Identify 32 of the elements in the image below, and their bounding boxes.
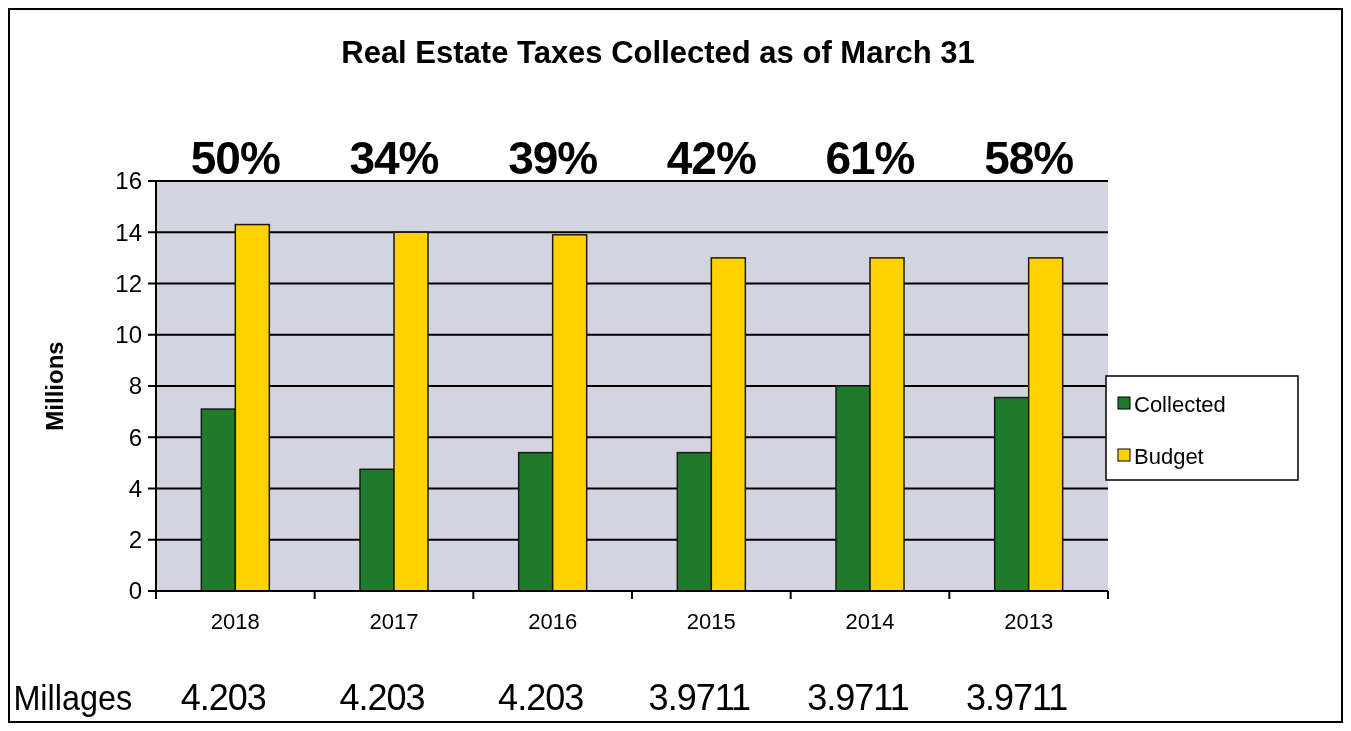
- x-tick-label: 2018: [210, 609, 260, 634]
- annotation: 61%: [825, 132, 915, 184]
- annotation: 50%: [190, 132, 280, 184]
- text: 4.203: [498, 677, 584, 718]
- y-tick-label: 2: [128, 526, 142, 554]
- y-tick-label: 16: [115, 167, 142, 195]
- annotation: 58%: [984, 132, 1074, 184]
- x-tick-label: 2013: [1004, 609, 1054, 634]
- x-tick-label: 2016: [528, 609, 578, 634]
- annotation: 39%: [508, 132, 598, 184]
- legend-label: Budget: [1134, 443, 1204, 469]
- x-tick-label: 2014: [845, 609, 895, 634]
- text: 3.9711: [807, 677, 909, 718]
- text: 4.203: [180, 677, 266, 718]
- text: 3.9711: [648, 677, 751, 718]
- legend-label: Collected: [1134, 391, 1226, 417]
- y-tick-label: 0: [128, 577, 142, 605]
- y-tick-label: 14: [115, 218, 142, 246]
- text: 3.9711: [965, 677, 1068, 718]
- y-tick-label: 12: [115, 269, 142, 297]
- y-tick-label: 10: [115, 321, 142, 349]
- chart-title: Real Estate Taxes Collected as of March 31: [341, 35, 975, 70]
- x-tick-label: 2017: [369, 609, 419, 634]
- text: Millages: [13, 677, 133, 718]
- y-tick-label: 8: [128, 372, 142, 400]
- annotation: 42%: [666, 132, 756, 184]
- y-axis-title: Millions: [41, 341, 68, 431]
- y-tick-label: 4: [128, 474, 142, 502]
- text: 4.203: [339, 677, 425, 718]
- annotation: 34%: [349, 132, 439, 184]
- x-tick-label: 2015: [686, 609, 736, 634]
- y-tick-label: 6: [128, 423, 142, 451]
